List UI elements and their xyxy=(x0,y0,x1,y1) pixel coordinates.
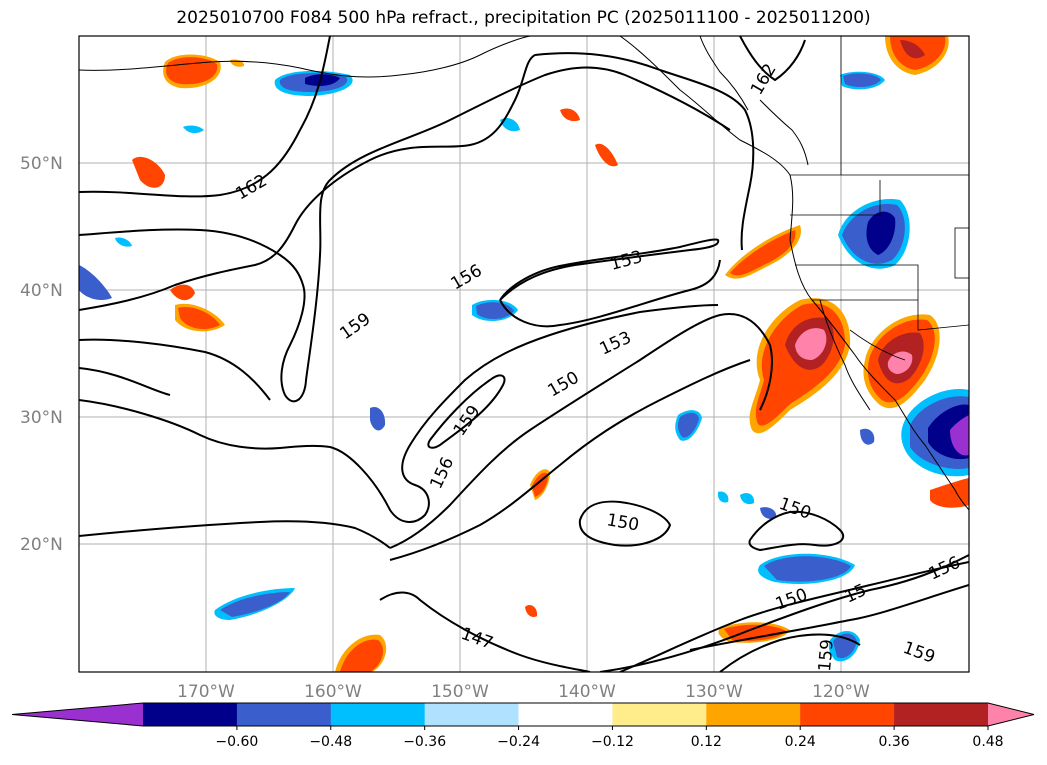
colorbar-segment xyxy=(236,703,332,726)
colorbar-outline xyxy=(11,702,1035,727)
contour-label-159-c: 159 xyxy=(815,638,838,672)
map-frame xyxy=(78,35,970,673)
lon-label-130w: 130°W xyxy=(685,682,743,702)
colorbar-tick-label: 0.48 xyxy=(972,734,1003,750)
refractivity-contours xyxy=(79,36,969,672)
colorbar-tick-label: −0.60 xyxy=(215,734,258,750)
colorbar-segment xyxy=(518,703,613,726)
colorbar-segment xyxy=(612,703,707,726)
colorbar-tick-label: 0.24 xyxy=(785,734,816,750)
colorbar-segment xyxy=(424,703,520,726)
colorbar-segment xyxy=(706,703,801,726)
lat-label-20n: 20°N xyxy=(20,535,63,555)
colorbar-tick-label: −0.24 xyxy=(497,734,540,750)
colorbar-segment xyxy=(894,703,989,726)
colorbar-segment xyxy=(330,703,426,726)
lon-label-120w: 120°W xyxy=(812,682,870,702)
colorbar-tick-label: −0.48 xyxy=(309,734,352,750)
colorbar: −0.60 −0.48 −0.36 −0.24 −0.12 0.12 0.24 0.36 0.4… xyxy=(11,702,1035,750)
colorbar-tick-label: 0.12 xyxy=(691,734,722,750)
lon-label-170w: 170°W xyxy=(177,682,235,702)
colorbar-tick-label: −0.36 xyxy=(403,734,446,750)
lat-label-30n: 30°N xyxy=(20,408,63,428)
political-borders xyxy=(790,36,969,361)
map-content: 162 162 159 159 159 159 156 156 156 153 … xyxy=(79,36,969,672)
colorbar-tick-label: −0.12 xyxy=(591,734,634,750)
colorbar-extend-low xyxy=(12,703,143,726)
lon-label-150w: 150°W xyxy=(431,682,489,702)
colorbar-segment xyxy=(800,703,895,726)
lat-label-50n: 50°N xyxy=(20,154,63,174)
lon-label-160w: 160°W xyxy=(304,682,362,702)
precip-anomaly-fill xyxy=(79,36,969,672)
map-title: 2025010700 F084 500 hPa refract., precip… xyxy=(176,8,871,28)
colorbar-tick-label: 0.36 xyxy=(879,734,910,750)
colorbar-segment xyxy=(143,703,238,726)
lat-label-40n: 40°N xyxy=(20,281,63,301)
lon-label-140w: 140°W xyxy=(558,682,616,702)
colorbar-extend-high xyxy=(988,703,1034,726)
